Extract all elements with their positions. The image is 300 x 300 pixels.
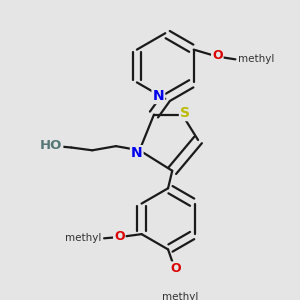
Text: N: N xyxy=(152,89,164,103)
Text: methyl: methyl xyxy=(65,233,101,243)
Text: S: S xyxy=(180,106,190,120)
Text: O: O xyxy=(212,49,223,62)
Text: N: N xyxy=(131,146,142,160)
Text: O: O xyxy=(114,230,125,243)
Text: methyl: methyl xyxy=(162,292,199,300)
Text: O: O xyxy=(171,262,182,275)
Text: HO: HO xyxy=(40,139,62,152)
Text: methyl: methyl xyxy=(238,54,274,64)
Text: methyl: methyl xyxy=(244,58,249,59)
